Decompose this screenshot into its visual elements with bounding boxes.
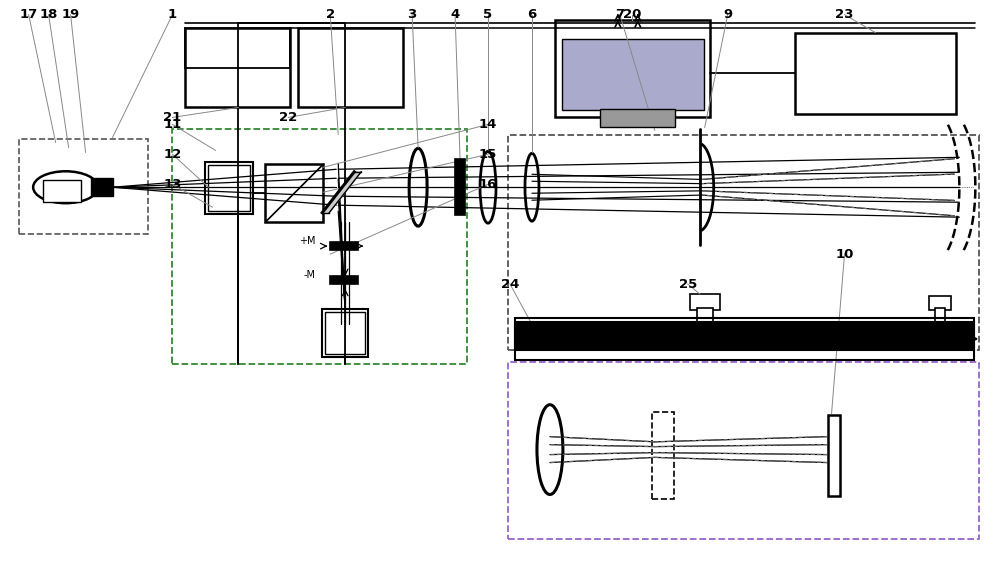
Text: 11: 11 <box>163 118 182 131</box>
Bar <box>562 38 704 110</box>
Text: 10: 10 <box>835 248 854 261</box>
Text: 3: 3 <box>407 8 417 21</box>
Text: 22: 22 <box>279 111 297 124</box>
Bar <box>935 308 945 334</box>
Bar <box>652 412 674 499</box>
Text: 4: 4 <box>450 8 460 21</box>
Bar <box>322 309 368 357</box>
Bar <box>508 362 979 539</box>
Bar <box>555 19 710 117</box>
Bar <box>208 165 250 211</box>
Text: 13: 13 <box>163 178 182 190</box>
Text: 19: 19 <box>61 8 80 21</box>
Bar <box>19 140 148 234</box>
Bar <box>929 296 951 310</box>
Bar <box>515 322 974 350</box>
Text: 6: 6 <box>527 8 537 21</box>
Text: 14: 14 <box>479 118 497 131</box>
Bar <box>205 162 253 214</box>
Text: 23: 23 <box>835 8 854 21</box>
Text: 16: 16 <box>479 178 497 190</box>
Bar <box>91 178 113 196</box>
Bar <box>325 312 365 354</box>
Bar <box>265 164 323 222</box>
Bar <box>795 33 956 114</box>
Bar <box>43 180 81 202</box>
Text: +M: +M <box>299 236 315 246</box>
Text: -M: -M <box>303 270 315 280</box>
Bar <box>298 27 403 108</box>
Bar <box>828 415 840 496</box>
Text: 20: 20 <box>623 8 641 21</box>
Polygon shape <box>322 172 361 213</box>
Bar <box>697 308 713 334</box>
Text: 7: 7 <box>615 8 624 21</box>
Text: 18: 18 <box>39 8 58 21</box>
Bar <box>508 136 979 350</box>
Text: 12: 12 <box>163 148 182 161</box>
Text: 24: 24 <box>501 277 519 291</box>
Text: 17: 17 <box>20 8 38 21</box>
Bar <box>455 160 465 215</box>
Bar <box>515 318 974 360</box>
Text: 15: 15 <box>479 148 497 161</box>
Bar <box>172 129 467 364</box>
Bar <box>185 27 290 108</box>
Bar <box>690 294 720 310</box>
Bar <box>330 276 358 284</box>
Text: 21: 21 <box>163 111 182 124</box>
Text: 9: 9 <box>723 8 732 21</box>
Text: 5: 5 <box>483 8 493 21</box>
Text: 2: 2 <box>326 8 335 21</box>
Bar <box>600 109 675 128</box>
Bar <box>330 242 358 250</box>
Text: 1: 1 <box>168 8 177 21</box>
Text: 25: 25 <box>679 277 697 291</box>
